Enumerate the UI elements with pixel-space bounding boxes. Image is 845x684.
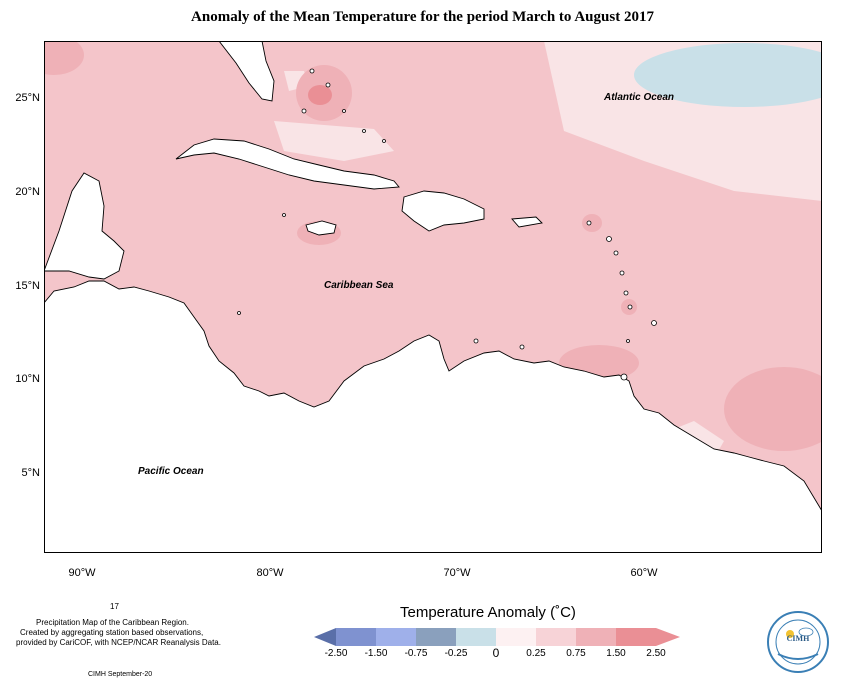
- legend-label: -1.50: [364, 648, 388, 659]
- anomaly-strong-region: [582, 214, 602, 232]
- land-yucatan: [44, 172, 125, 280]
- legend-label: 2.50: [646, 648, 666, 659]
- cimh-logo: [767, 611, 829, 673]
- land-jamaica: [305, 220, 337, 236]
- lat-tick: 25°N: [15, 92, 40, 104]
- label-atlantic-ocean: Atlantic Ocean: [604, 92, 675, 103]
- label-pacific-ocean: Pacific Ocean: [138, 466, 204, 477]
- legend-label: 0: [492, 646, 500, 660]
- lon-tick: 60°W: [630, 567, 658, 579]
- land-florida: [218, 41, 275, 102]
- legend-label: -2.50: [324, 648, 348, 659]
- lon-tick: 80°W: [256, 567, 284, 579]
- note-line: Created by aggregating station based obs…: [20, 628, 204, 637]
- lat-tick: 10°N: [15, 373, 40, 385]
- legend-label: -0.25: [444, 648, 468, 659]
- lat-tick: 15°N: [15, 280, 40, 292]
- bahamas-islands: [301, 68, 386, 143]
- credit-text: CIMH September-20: [88, 671, 153, 678]
- land-hispaniola: [401, 190, 485, 232]
- legend-label: 0.75: [566, 648, 586, 659]
- map-title: Anomaly of the Mean Temperature for the …: [191, 9, 654, 25]
- logo-text: CIMH: [786, 634, 810, 643]
- anomaly-strong-region: [724, 367, 822, 451]
- land-central-south-america: [44, 280, 822, 553]
- label-caribbean-sea: Caribbean Sea: [324, 280, 394, 291]
- lon-tick: 90°W: [68, 567, 96, 579]
- anomaly-negative-region: [634, 43, 822, 107]
- legend-colorbar: [314, 628, 680, 646]
- temperature-anomaly-map: [44, 41, 822, 553]
- anomaly-strong-region: [308, 85, 332, 105]
- land-puerto-rico: [511, 216, 543, 228]
- legend-label: 1.50: [606, 648, 626, 659]
- legend-title: Temperature Anomaly (˚C): [400, 604, 576, 621]
- note-line: provided by CariCOF, with NCEP/NCAR Rean…: [16, 638, 221, 647]
- lat-tick: 20°N: [15, 186, 40, 198]
- legend-label: 0.25: [526, 648, 546, 659]
- page-number: 17: [110, 602, 119, 611]
- land-cuba: [175, 138, 400, 190]
- lat-tick: 5°N: [21, 467, 40, 479]
- legend-label: -0.75: [404, 648, 428, 659]
- anomaly-strong-region: [44, 41, 84, 75]
- lesser-antilles: [237, 213, 657, 381]
- lon-tick: 70°W: [443, 567, 471, 579]
- note-line: Precipitation Map of the Caribbean Regio…: [36, 618, 189, 627]
